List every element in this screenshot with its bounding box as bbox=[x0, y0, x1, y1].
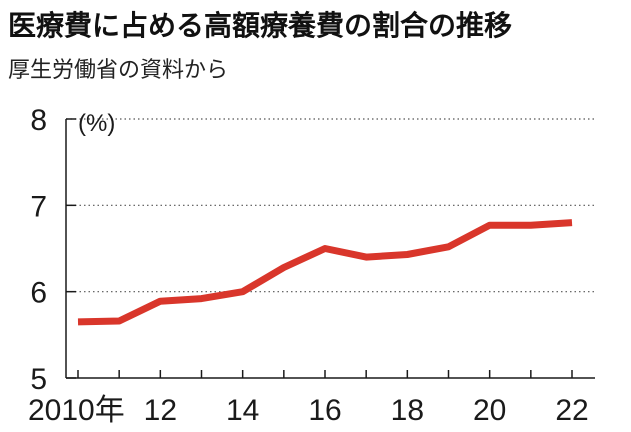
chart-title: 医療費に占める高額療養費の割合の推移 bbox=[8, 9, 513, 42]
y-tick-label: 8 bbox=[30, 104, 47, 137]
series-layer bbox=[77, 219, 573, 326]
x-tick-label: 16 bbox=[308, 394, 341, 427]
tick-labels: 5 6 7 8 (%) 2010年 12 14 16 18 20 22 bbox=[28, 104, 589, 427]
x-tick-label: 2010年 bbox=[28, 394, 125, 427]
y-tick-label: 7 bbox=[30, 190, 47, 223]
x-tick-label: 12 bbox=[144, 394, 177, 427]
x-tick-label: 18 bbox=[391, 394, 424, 427]
x-tick-label: 22 bbox=[555, 394, 588, 427]
grid-lines bbox=[66, 118, 595, 293]
chart-subtitle: 厚生労働省の資料から bbox=[8, 58, 229, 83]
y-tick-label: 5 bbox=[30, 363, 47, 396]
axes bbox=[65, 118, 595, 379]
x-tick-label: 20 bbox=[473, 394, 506, 427]
y-unit-label: (%) bbox=[78, 110, 115, 137]
y-tick-label: 6 bbox=[30, 277, 47, 310]
x-tick-label: 14 bbox=[226, 394, 259, 427]
series-line bbox=[77, 219, 573, 326]
